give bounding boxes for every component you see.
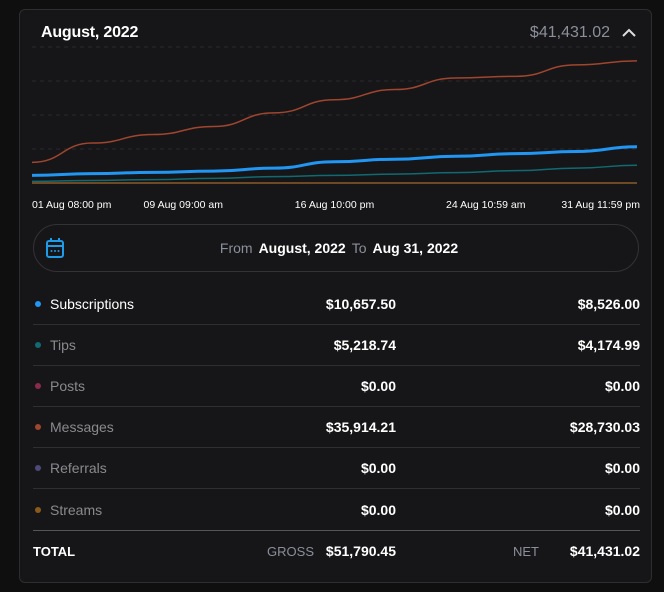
- date-range-picker[interactable]: From August, 2022 To Aug 31, 2022: [33, 224, 639, 272]
- series-line-tips: [31, 164, 638, 183]
- row-gross: $0.00: [360, 460, 396, 476]
- row-net: $0.00: [604, 378, 640, 394]
- row-net: $0.00: [604, 501, 640, 518]
- row-gross: $0.00: [360, 501, 396, 518]
- total-label: TOTAL: [33, 543, 76, 559]
- x-tick-label: 16 Aug 10:00 pm: [295, 199, 375, 211]
- gross-label: GROSS: [267, 543, 314, 559]
- gross-total: $51,790.45: [325, 543, 396, 559]
- row-net: $4,174.99: [577, 337, 640, 353]
- series-line-messages: [31, 60, 638, 164]
- net-label: NET: [513, 543, 539, 559]
- row-label: Streams: [50, 501, 103, 518]
- row-gross: $0.00: [360, 378, 396, 394]
- net-total-header: $41,431.02: [529, 24, 610, 41]
- row-label: Messages: [50, 419, 114, 435]
- row-net: $28,730.03: [569, 419, 640, 435]
- earnings-row-messages[interactable]: Messages $35,914.21 $28,730.03: [33, 407, 640, 448]
- from-label: From: [219, 240, 253, 256]
- legend-dot: [35, 301, 41, 307]
- x-tick-label: 09 Aug 09:00 am: [144, 199, 224, 211]
- earnings-row-posts[interactable]: Posts $0.00 $0.00: [33, 366, 640, 407]
- series-line-subscriptions: [31, 145, 638, 177]
- calendar-icon: [46, 238, 64, 258]
- totals-row: TOTAL GROSS $51,790.45 NET $41,431.02: [33, 530, 640, 571]
- legend-dot: [35, 342, 41, 348]
- earnings-row-streams[interactable]: Streams $0.00 $0.00: [33, 489, 640, 530]
- from-value: August, 2022: [258, 240, 346, 256]
- earnings-chart: 01 Aug 08:00 pm 09 Aug 09:00 am 16 Aug 10:…: [31, 46, 640, 211]
- row-label: Tips: [50, 337, 76, 353]
- row-gross: $5,218.74: [333, 337, 396, 353]
- legend-dot: [35, 506, 41, 513]
- earnings-row-subscriptions[interactable]: Subscriptions $10,657.50 $8,526.00: [33, 284, 640, 325]
- legend-dot: [35, 424, 41, 430]
- x-tick-label: 31 Aug 11:59 pm: [561, 199, 640, 211]
- earnings-row-referrals[interactable]: Referrals $0.00 $0.00: [33, 448, 640, 489]
- row-gross: $35,914.21: [325, 419, 396, 435]
- chevron-up-icon[interactable]: [620, 24, 638, 42]
- period-title: August, 2022: [41, 24, 139, 41]
- to-value: Aug 31, 2022: [372, 240, 459, 256]
- row-gross: $10,657.50: [325, 296, 396, 312]
- earnings-row-tips[interactable]: Tips $5,218.74 $4,174.99: [33, 325, 640, 366]
- legend-dot: [35, 383, 41, 389]
- to-label: To: [351, 240, 367, 256]
- earnings-card: August, 2022 $41,431.02 01 Aug 08:00 pm 0…: [19, 9, 652, 583]
- legend-dot: [35, 465, 41, 471]
- row-label: Posts: [50, 378, 86, 394]
- row-label: Referrals: [50, 460, 107, 476]
- row-net: $8,526.00: [577, 296, 640, 312]
- row-label: Subscriptions: [50, 296, 135, 312]
- net-total: $41,431.02: [569, 543, 640, 559]
- row-net: $0.00: [604, 460, 640, 476]
- x-tick-label: 01 Aug 08:00 pm: [32, 199, 112, 211]
- x-tick-label: 24 Aug 10:59 am: [446, 199, 526, 211]
